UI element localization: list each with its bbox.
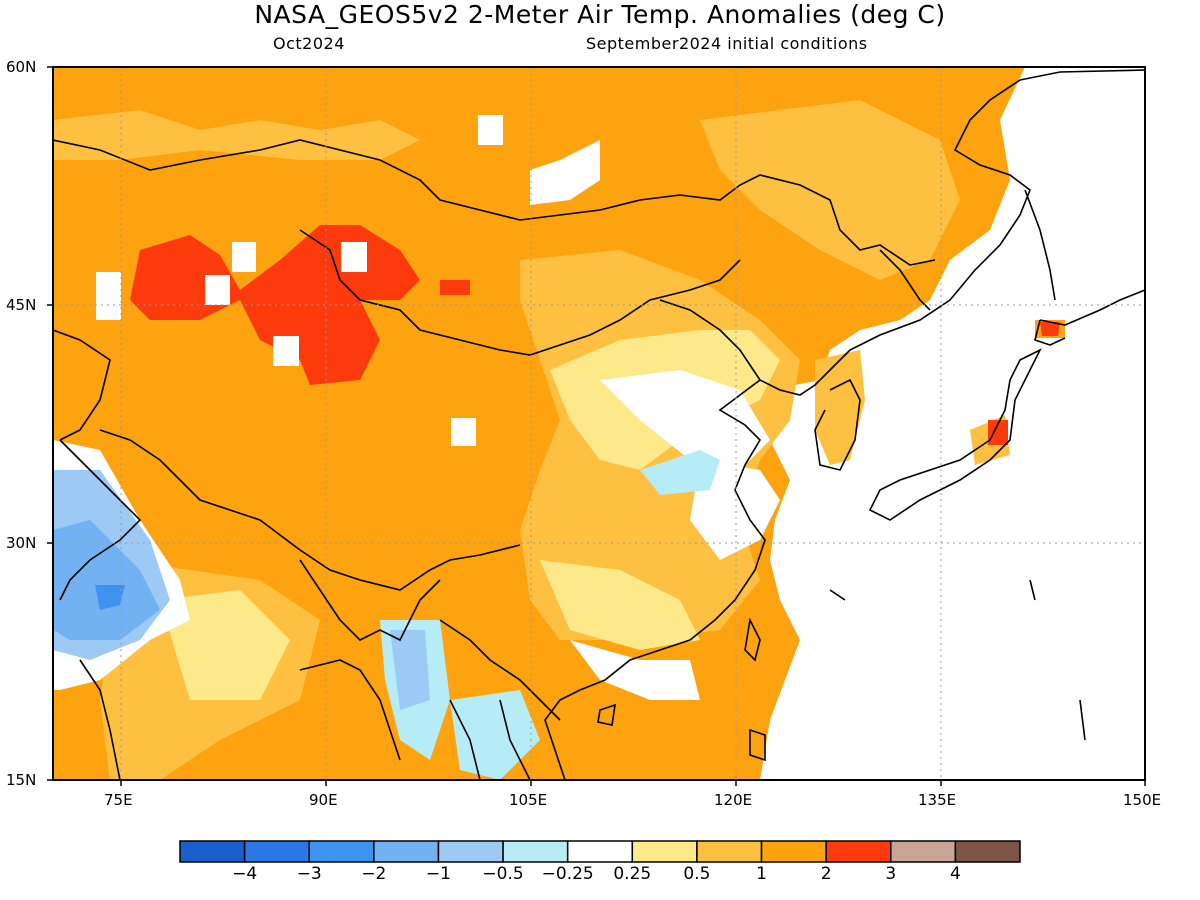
- colorbar-swatch: [179, 840, 246, 863]
- colorbar-label: 3: [885, 864, 897, 884]
- colorbar-label: 0.5: [683, 864, 711, 884]
- lon-tick-label: 105E: [509, 791, 548, 809]
- graticule: [53, 67, 1145, 780]
- colorbar-swatch: [502, 840, 569, 863]
- lat-tick-label: 15N: [6, 771, 37, 789]
- colorbar-label: 2: [820, 864, 832, 884]
- colorbar-swatch: [760, 840, 827, 863]
- lon-tick-label: 75E: [104, 791, 133, 809]
- colorbar-label: 4: [949, 864, 961, 884]
- lat-tick-label: 30N: [6, 534, 37, 552]
- colorbar-swatch: [696, 840, 763, 863]
- colorbar-swatch: [954, 840, 1021, 863]
- valid-month-label: Oct2024: [273, 34, 345, 53]
- colorbar-swatch: [890, 840, 957, 863]
- colorbar-label: −3: [296, 864, 322, 884]
- lon-tick-label: 150E: [1123, 791, 1162, 809]
- lat-tick-label: 60N: [6, 58, 37, 76]
- init-conditions-label: September2024 initial conditions: [586, 34, 868, 53]
- colorbar-label: −0.25: [541, 864, 594, 884]
- colorbar-swatch: [243, 840, 310, 863]
- coastlines-borders: [53, 69, 1145, 780]
- colorbar-swatch: [566, 840, 634, 863]
- anomaly-field: [53, 67, 1145, 780]
- lat-tick-label: 45N: [6, 296, 37, 314]
- colorbar-swatch: [825, 840, 892, 863]
- colorbar-label: −4: [232, 864, 258, 884]
- lon-tick-label: 135E: [918, 791, 957, 809]
- colorbar-label: 0.25: [613, 864, 652, 884]
- colorbar-label: −1: [425, 864, 451, 884]
- colorbar-swatch: [373, 840, 440, 863]
- map-title: NASA_GEOS5v2 2-Meter Air Temp. Anomalies…: [254, 0, 946, 29]
- colorbar-label: 1: [756, 864, 767, 884]
- colorbar-swatch: [437, 840, 504, 863]
- colorbar-swatch: [308, 840, 375, 863]
- colorbar-swatch: [631, 840, 698, 863]
- axis-ticks: [47, 66, 1146, 786]
- lon-tick-label: 120E: [714, 791, 753, 809]
- lon-tick-label: 90E: [309, 791, 338, 809]
- colorbar-label: −0.5: [482, 864, 524, 884]
- map-frame: [52, 66, 1146, 781]
- colorbar-label: −2: [361, 864, 387, 884]
- colorbar: [179, 840, 1021, 863]
